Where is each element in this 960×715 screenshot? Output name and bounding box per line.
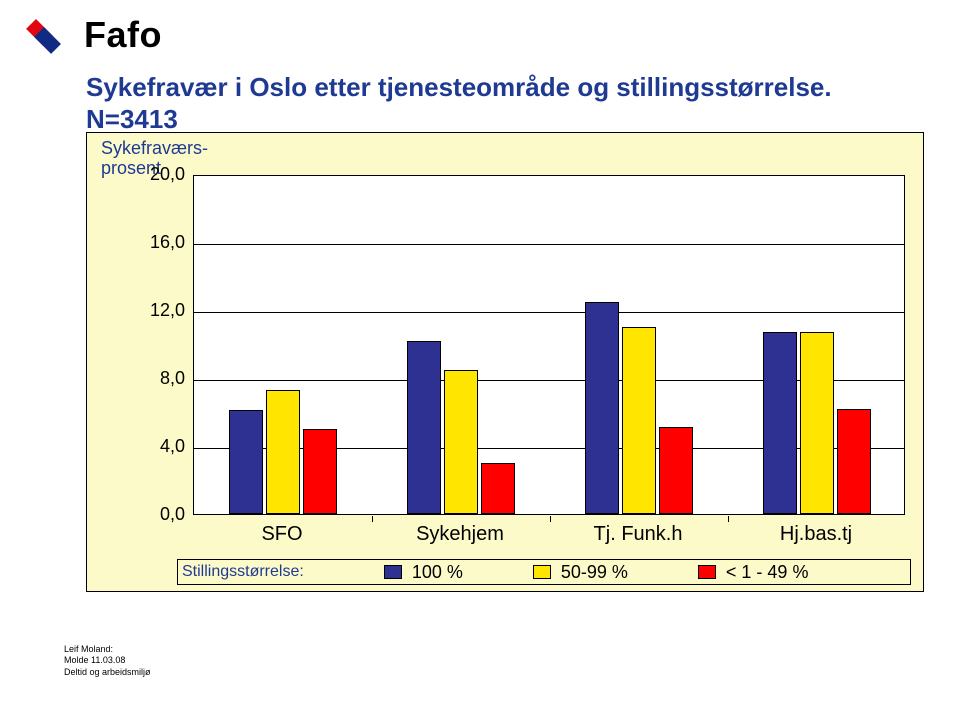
ytick-label: 20,0	[139, 164, 185, 185]
ytick-label: 4,0	[139, 436, 185, 457]
bar	[229, 410, 263, 514]
category-label: Sykehjem	[416, 523, 504, 546]
legend-item: 100 %	[384, 562, 463, 583]
bars-layer	[194, 176, 904, 514]
ytick-label: 0,0	[139, 504, 185, 525]
logo: Fafo	[26, 14, 162, 56]
bar	[585, 302, 619, 515]
footer-line2: Molde 11.03.08	[64, 655, 151, 666]
logo-mark-icon	[26, 15, 76, 55]
legend-item: < 1 - 49 %	[698, 562, 809, 583]
category-label: Hj.bas.tj	[780, 523, 852, 546]
category-label: Tj. Funk.h	[594, 523, 683, 546]
slide: Fafo Sykefravær i Oslo etter tjenesteomr…	[0, 0, 960, 715]
bar	[444, 370, 478, 515]
plot-area	[193, 175, 905, 515]
legend-item: 50-99 %	[533, 562, 628, 583]
category-tick	[728, 516, 729, 522]
bar	[407, 341, 441, 514]
bar	[303, 429, 337, 514]
yaxis-label-line1: Sykefraværs-	[101, 138, 208, 158]
bar	[481, 463, 515, 514]
category-tick	[550, 516, 551, 522]
category-label: SFO	[261, 523, 302, 546]
ytick-label: 8,0	[139, 368, 185, 389]
chart-panel: Sykefraværs- prosent 0,04,08,012,016,020…	[86, 132, 924, 592]
legend-label: 100 %	[412, 562, 463, 583]
bar	[622, 327, 656, 514]
legend-items: 100 % 50-99 % < 1 - 49 %	[314, 562, 809, 583]
legend-title: Stillingsstørrelse:	[178, 563, 314, 581]
logo-text: Fafo	[84, 14, 162, 56]
footer: Leif Moland: Molde 11.03.08 Deltid og ar…	[64, 644, 151, 678]
bar	[800, 332, 834, 514]
chart-subtitle: N=3413	[86, 104, 178, 135]
legend-label: < 1 - 49 %	[726, 562, 809, 583]
bar	[763, 332, 797, 514]
ytick-label: 12,0	[139, 300, 185, 321]
bar	[659, 427, 693, 514]
chart-title: Sykefravær i Oslo etter tjenesteområde o…	[86, 72, 832, 103]
bar	[266, 390, 300, 514]
ytick-label: 16,0	[139, 232, 185, 253]
footer-line3: Deltid og arbeidsmiljø	[64, 667, 151, 678]
bar	[837, 409, 871, 514]
legend-swatch	[698, 565, 716, 579]
category-tick	[372, 516, 373, 522]
legend: Stillingsstørrelse: 100 % 50-99 % < 1 - 49…	[177, 559, 911, 585]
legend-swatch	[384, 565, 402, 579]
legend-label: 50-99 %	[561, 562, 628, 583]
footer-line1: Leif Moland:	[64, 644, 151, 655]
legend-swatch	[533, 565, 551, 579]
